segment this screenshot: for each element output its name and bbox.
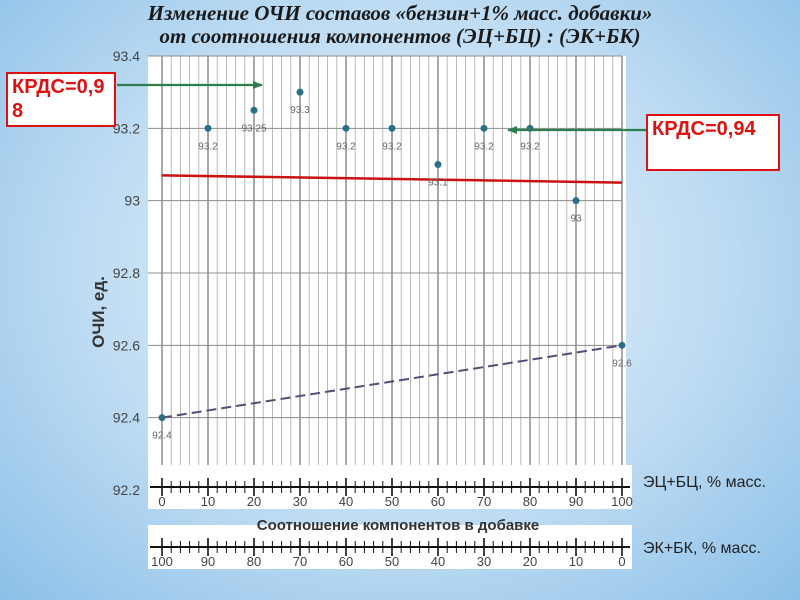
data-point (342, 124, 350, 132)
scale-tick-label: 0 (158, 494, 165, 509)
plot-background (148, 56, 626, 492)
data-point (572, 197, 580, 205)
trend-line-ec-bc (161, 174, 623, 184)
trend-line-ek-bk (161, 344, 623, 419)
data-point (296, 88, 304, 96)
y-tick-label: 92.2 (113, 482, 140, 498)
scale-tick-label: 70 (477, 494, 491, 509)
data-point (480, 124, 488, 132)
data-label: 92.4 (152, 431, 172, 442)
scale-tick-label: 60 (431, 494, 445, 509)
data-label: 93.1 (428, 178, 448, 189)
data-point (388, 124, 396, 132)
y-tick-label: 93 (124, 193, 140, 209)
data-label: 93.2 (336, 141, 356, 152)
x-scale-ec-bc: 0 10 20 30 40 50 60 70 80 90 100 (148, 465, 633, 509)
trend-lines (161, 174, 623, 419)
data-points: 93.2 93.25 93.3 93.2 93.2 93.1 93.2 93.2 93 92.4 9… (152, 88, 632, 442)
data-label: 92.6 (612, 358, 632, 369)
scale-tick-label: 50 (385, 554, 399, 569)
data-label: 93.2 (198, 141, 218, 152)
chart-title-line1: Изменение ОЧИ составов «бензин+1% масс. … (147, 1, 653, 25)
scale-tick-label: 40 (431, 554, 445, 569)
scale-tick-label: 30 (293, 494, 307, 509)
scale-caption-ec-bc: ЭЦ+БЦ, % масс. (643, 474, 766, 491)
x-axis-label: Соотношение компонентов в добавке (257, 517, 540, 534)
annotation-arrows (117, 81, 646, 134)
y-tick-label: 92.6 (113, 337, 140, 353)
scale-tick-label: 70 (293, 554, 307, 569)
y-axis-ticks: 92.2 92.4 92.6 92.8 93 93.2 93.4 (113, 48, 140, 498)
data-point (618, 341, 626, 349)
chart-title-line2: от соотношения компонентов (ЭЦ+БЦ) : (ЭК… (159, 24, 641, 48)
scale-tick-label: 80 (523, 494, 537, 509)
data-label: 93.2 (520, 141, 540, 152)
data-label: 93 (570, 214, 582, 225)
scale-caption-ek-bk: ЭК+БК, % масс. (643, 540, 761, 557)
scale-tick-label: 10 (569, 554, 583, 569)
scale-tick-label: 40 (339, 494, 353, 509)
x-scale-ek-bk: 100 90 80 70 60 50 40 30 20 10 0 (148, 525, 632, 569)
data-label: 93.2 (382, 141, 402, 152)
scale-tick-label: 90 (569, 494, 583, 509)
y-tick-label: 93.4 (113, 48, 140, 64)
data-point (204, 124, 212, 132)
scale-tick-label: 90 (201, 554, 215, 569)
krds-annotation-right: КРДС=0,94 (646, 114, 780, 171)
scale-tick-label: 60 (339, 554, 353, 569)
scale-tick-label: 0 (618, 554, 625, 569)
data-point (250, 106, 258, 114)
scale-tick-label: 10 (201, 494, 215, 509)
y-axis-label: ОЧИ, ед. (89, 276, 108, 348)
data-label: 93.3 (290, 105, 310, 116)
y-tick-label: 93.2 (113, 120, 140, 136)
krds-annotation-left: КРДС=0,98 (6, 72, 116, 127)
scale-tick-label: 30 (477, 554, 491, 569)
y-tick-label: 92.8 (113, 265, 140, 281)
scale-tick-label: 50 (385, 494, 399, 509)
data-label: 93.25 (241, 123, 266, 134)
data-point (434, 161, 442, 168)
plot-area (148, 56, 626, 492)
scale-tick-label: 20 (247, 494, 261, 509)
data-point (158, 414, 166, 422)
grid-lines (148, 55, 623, 491)
scale-tick-label: 80 (247, 554, 261, 569)
scale-tick-label: 20 (523, 554, 537, 569)
data-label: 93.2 (474, 141, 494, 152)
scale-tick-label: 100 (611, 494, 633, 509)
scale-tick-label: 100 (151, 554, 173, 569)
y-tick-label: 92.4 (113, 410, 140, 426)
